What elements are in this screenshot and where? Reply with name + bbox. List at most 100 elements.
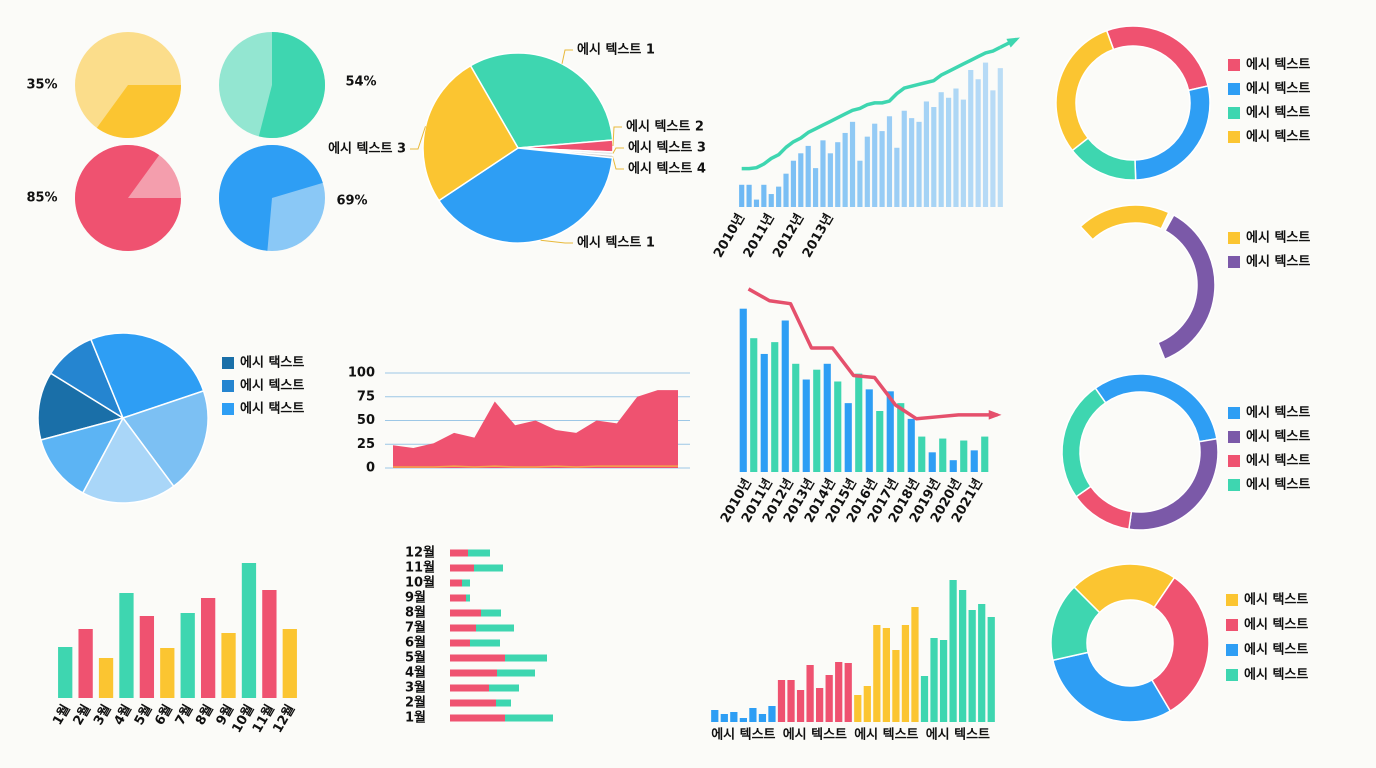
bar xyxy=(873,625,881,722)
y-tick-label: 25 xyxy=(357,437,375,452)
bar xyxy=(812,168,819,207)
legend-label: 에시 텍스트 xyxy=(1246,477,1310,493)
bar-segment xyxy=(450,564,474,572)
bar xyxy=(894,147,900,207)
percent-label: 54% xyxy=(345,75,376,90)
bar xyxy=(820,140,826,207)
legend-label: 에시 텍스트 xyxy=(1244,667,1308,683)
legend-label: 에시 텍스트 xyxy=(1246,230,1310,246)
y-tick-label: 11월 xyxy=(405,560,435,576)
bar xyxy=(990,90,996,207)
bar-segment xyxy=(450,549,468,557)
bar xyxy=(949,580,957,722)
bar xyxy=(911,607,919,722)
y-tick-label: 75 xyxy=(357,389,375,404)
bar xyxy=(796,690,805,722)
bar xyxy=(777,680,786,722)
bar xyxy=(806,665,814,722)
bar xyxy=(180,613,195,698)
bar-segment xyxy=(450,579,462,587)
bar-segment xyxy=(450,594,466,602)
bar xyxy=(857,160,863,207)
donut-segment xyxy=(1061,387,1107,498)
legend-swatch xyxy=(1228,256,1240,268)
donut-segment xyxy=(1052,651,1172,723)
bar-segment xyxy=(450,699,496,707)
bar xyxy=(849,121,856,207)
bar xyxy=(864,136,870,207)
bar-segment xyxy=(450,624,476,632)
bar xyxy=(827,153,833,207)
leader-line xyxy=(410,126,426,150)
bar-segment xyxy=(505,654,547,662)
bar xyxy=(160,648,175,698)
legend-swatch xyxy=(1226,594,1238,606)
bar xyxy=(855,373,863,472)
bar xyxy=(816,688,824,722)
bar xyxy=(720,714,728,722)
pie-slice xyxy=(121,389,209,488)
y-tick-label: 8월 xyxy=(405,605,426,621)
bar xyxy=(776,186,782,207)
legend-label: 에시 텍스트 xyxy=(1246,105,1310,121)
bar xyxy=(970,450,978,472)
donut-segment xyxy=(1055,29,1115,152)
bar-segment xyxy=(466,594,470,602)
bar xyxy=(221,633,236,698)
legend-swatch xyxy=(1226,619,1238,631)
legend-label: 에시 텍스트 xyxy=(1246,405,1310,421)
bar xyxy=(760,353,768,472)
y-tick-label: 3월 xyxy=(405,680,426,696)
bar xyxy=(872,123,878,207)
bar xyxy=(997,68,1003,208)
arrow-head xyxy=(988,410,1002,420)
arrow-head xyxy=(1006,37,1020,48)
pie-slice xyxy=(89,332,205,419)
bar xyxy=(842,132,848,207)
bar xyxy=(282,629,297,698)
legend-swatch xyxy=(1226,644,1238,656)
bar-segment xyxy=(450,714,505,722)
legend-label: 에시 텍스트 xyxy=(1244,642,1308,658)
slice-label: 에시 텍스트 2 xyxy=(626,119,704,135)
y-tick-label: 5월 xyxy=(405,650,426,666)
bar xyxy=(931,107,937,207)
bar-segment xyxy=(450,684,489,692)
bar xyxy=(241,563,257,698)
bar-segment xyxy=(505,714,553,722)
pie-slice xyxy=(258,32,325,138)
legend-label: 에시 텍스트 xyxy=(1246,429,1310,445)
line xyxy=(393,465,678,468)
y-tick-label: 12월 xyxy=(405,545,435,561)
bar xyxy=(771,342,779,472)
bar xyxy=(928,452,936,472)
bar-segment xyxy=(481,609,501,617)
bar xyxy=(834,381,842,472)
donut-segment xyxy=(1150,576,1210,713)
legend-label: 에시 텍스트 xyxy=(240,378,304,394)
bar xyxy=(844,403,852,472)
group-label: 에시 텍스트 xyxy=(783,727,847,743)
bar xyxy=(739,184,745,207)
percent-label: 69% xyxy=(336,194,367,209)
bar xyxy=(882,628,890,722)
bar xyxy=(945,97,952,207)
bar xyxy=(879,131,885,207)
leader-line xyxy=(561,49,573,64)
group-label: 에시 텍스트 xyxy=(711,727,775,743)
y-tick-label: 4월 xyxy=(405,665,426,681)
bar xyxy=(139,616,155,698)
bar xyxy=(98,658,114,698)
legend-label: 에시 택스트 xyxy=(1244,592,1308,608)
legend-swatch xyxy=(1228,479,1240,491)
bar-segment xyxy=(450,669,497,677)
bar xyxy=(262,590,277,698)
pie-slice xyxy=(96,85,181,138)
legend-swatch xyxy=(1228,232,1240,244)
bar xyxy=(802,379,810,472)
bar xyxy=(787,680,795,722)
bar xyxy=(805,145,811,207)
bar-segment xyxy=(489,684,519,692)
bar xyxy=(768,706,776,722)
bar xyxy=(918,436,926,472)
